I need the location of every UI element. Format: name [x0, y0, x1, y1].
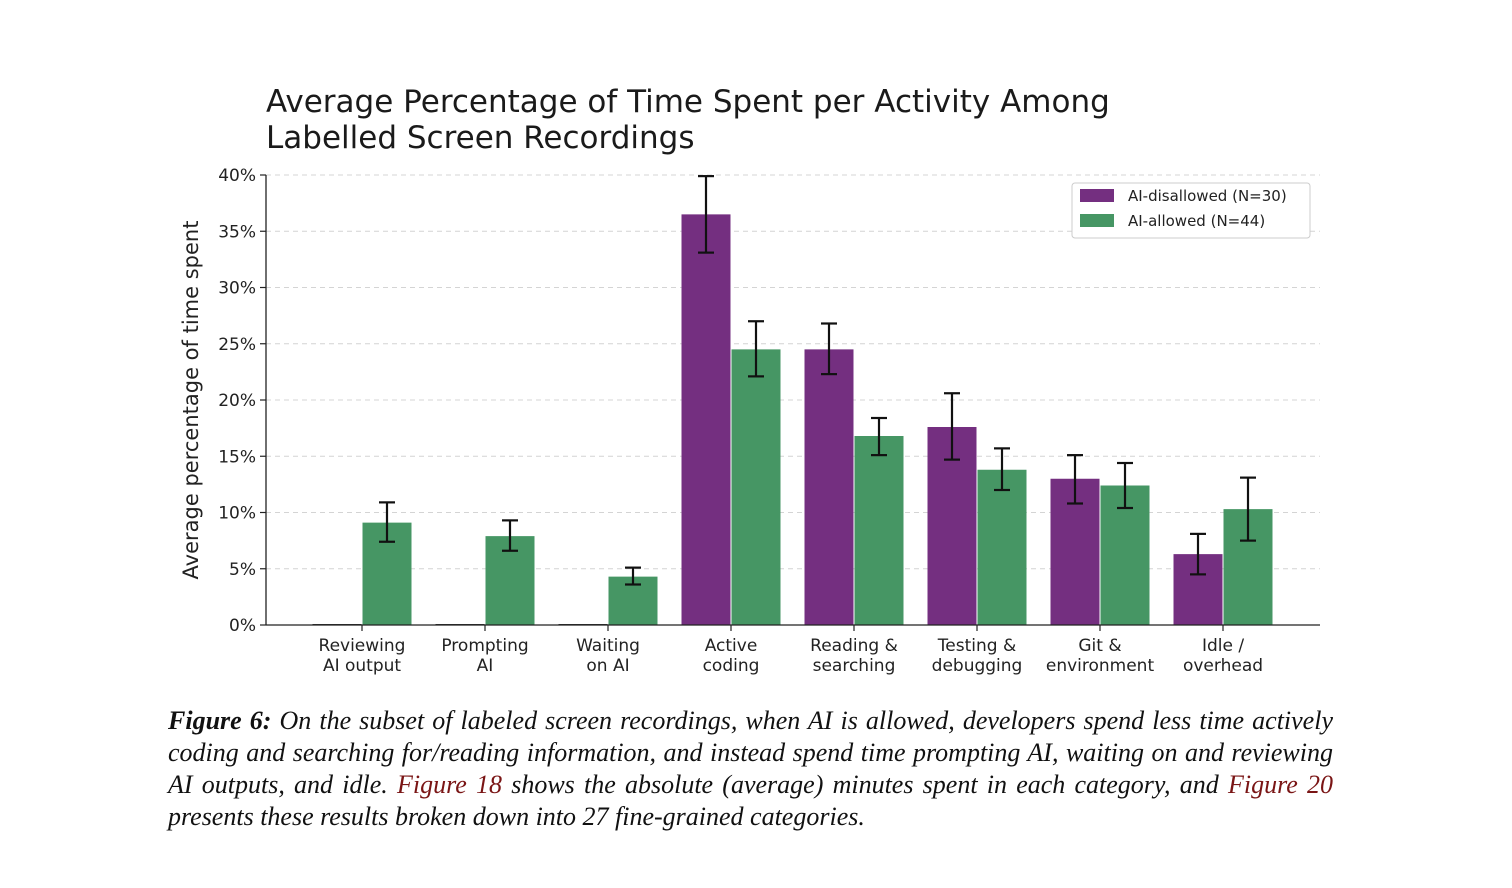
caption-text-part-1: On the subset of labeled screen recordin…	[168, 706, 1333, 799]
grid-lines	[266, 174, 1320, 570]
x-category-label: AI	[477, 656, 494, 676]
x-category-label: Testing &	[937, 636, 1016, 656]
x-category-label: overhead	[1183, 656, 1263, 676]
bar-ai-disallowed	[804, 349, 854, 625]
caption-text-part-2: shows the absolute (average) minutes spe…	[501, 770, 1228, 799]
y-tick-label: 5%	[229, 560, 256, 580]
x-category-label: Idle /	[1202, 636, 1244, 656]
caption-link-figure-18[interactable]: Figure 18	[396, 770, 502, 799]
y-ticks: 0% 5% 10% 15% 20% 25% 30% 35% 40%	[218, 166, 266, 636]
y-axis-label: Average percentage of time spent	[179, 221, 203, 580]
caption-figure-label: Figure 6:	[168, 706, 272, 735]
figure-caption: Figure 6: On the subset of labeled scree…	[168, 705, 1333, 833]
bar-ai-disallowed	[681, 214, 731, 625]
x-category-label: debugging	[932, 656, 1023, 676]
y-tick-label: 35%	[218, 222, 256, 242]
x-category-label: on AI	[586, 656, 629, 676]
y-tick-label: 20%	[218, 391, 256, 411]
chart-title-line-2: Labelled Screen Recordings	[266, 120, 695, 156]
legend: AI-disallowed (N=30) AI-allowed (N=44)	[1071, 182, 1311, 239]
legend-label-ai-disallowed: AI-disallowed (N=30)	[1128, 187, 1287, 205]
bar-ai-allowed	[731, 349, 781, 625]
chart-title: Average Percentage of Time Spent per Act…	[266, 84, 1246, 156]
x-category-label: searching	[813, 656, 896, 676]
error-bars	[379, 175, 1256, 586]
y-tick-label: 10%	[218, 504, 256, 524]
legend-frame	[1071, 182, 1311, 239]
y-tick-label: 25%	[218, 335, 256, 355]
chart-title-line-1: Average Percentage of Time Spent per Act…	[266, 84, 1110, 120]
x-category-label: environment	[1046, 656, 1155, 676]
x-category-label: Active	[705, 636, 758, 656]
x-category-label: Reading &	[810, 636, 898, 656]
chart-figure: Average Percentage of Time Spent per Act…	[179, 84, 1320, 676]
caption-text-part-3: presents these results broken down into …	[168, 802, 865, 831]
y-tick-label: 30%	[218, 279, 256, 299]
y-tick-label: 15%	[218, 447, 256, 467]
x-category-label: Git &	[1078, 636, 1121, 656]
x-category-label: Waiting	[576, 636, 640, 656]
y-tick-label: 40%	[218, 166, 256, 186]
bars	[312, 214, 1273, 625]
caption-link-figure-20[interactable]: Figure 20	[1227, 770, 1333, 799]
x-category-label: coding	[703, 656, 760, 676]
legend-label-ai-allowed: AI-allowed (N=44)	[1128, 212, 1265, 230]
x-category-label: Prompting	[441, 636, 528, 656]
x-category-label: AI output	[323, 656, 401, 676]
x-category-label: Reviewing	[319, 636, 406, 656]
legend-swatch-ai-allowed	[1080, 214, 1114, 227]
y-tick-label: 0%	[229, 616, 256, 636]
bar-ai-allowed	[854, 436, 904, 625]
legend-swatch-ai-disallowed	[1080, 189, 1114, 202]
bar-ai-allowed	[977, 469, 1027, 625]
